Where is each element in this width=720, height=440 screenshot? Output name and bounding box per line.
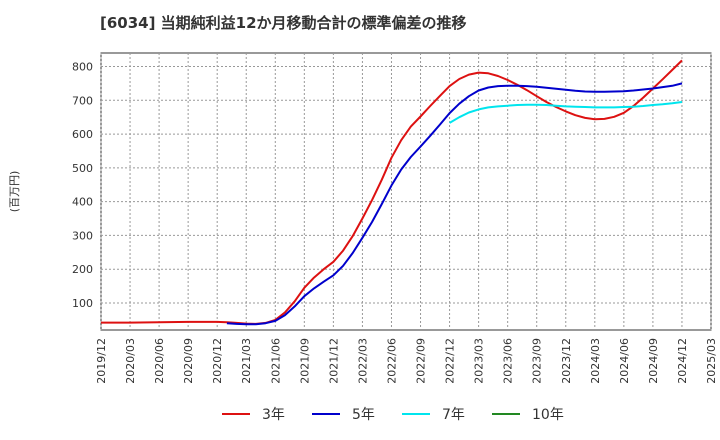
plot-area [100, 52, 712, 331]
y-axis-label: (百万円) [8, 171, 21, 213]
x-tick-label: 2020/09 [182, 338, 195, 384]
y-tick-label: 600 [72, 128, 93, 141]
x-tick-label: 2021/06 [269, 338, 282, 384]
x-tick-label: 2025/03 [705, 338, 718, 384]
x-tick-label: 2022/03 [356, 338, 369, 384]
grid-lines [100, 53, 712, 330]
x-tick-label: 2023/03 [473, 338, 486, 384]
x-tick-label: 2020/12 [211, 338, 224, 384]
y-tick-label: 700 [72, 94, 93, 107]
legend: 3年 5年 7年 10年 [222, 407, 564, 423]
legend-label-10年: 10年 [532, 407, 564, 423]
x-tick-label: 2021/12 [327, 338, 340, 384]
series-line-7年 [449, 101, 683, 124]
x-tick-label: 2021/03 [240, 338, 253, 384]
y-tick-label: 300 [72, 229, 93, 242]
legend-label-3年: 3年 [262, 407, 285, 423]
series-lines [101, 59, 683, 326]
x-tick-label: 2024/09 [647, 338, 660, 384]
legend-label-5年: 5年 [352, 407, 375, 423]
y-tick-label: 100 [72, 297, 93, 310]
x-tick-label: 2024/12 [676, 338, 689, 384]
series-line-5年 [226, 82, 683, 326]
x-tick-label: 2020/03 [124, 338, 137, 384]
x-tick-label: 2024/06 [618, 338, 631, 384]
y-tick-label: 200 [72, 263, 93, 276]
x-tick-label: 2023/09 [531, 338, 544, 384]
legend-label-7年: 7年 [442, 407, 465, 423]
chart-title: [6034] 当期純利益12か月移動合計の標準偏差の推移 [100, 14, 467, 32]
x-tick-label: 2021/09 [298, 338, 311, 384]
x-tick-label: 2019/12 [95, 338, 108, 384]
x-tick-label: 2020/06 [153, 338, 166, 384]
x-tick-label: 2022/12 [444, 338, 457, 384]
y-tick-label: 500 [72, 162, 93, 175]
x-tick-label: 2024/03 [589, 338, 602, 384]
x-tick-label: 2023/12 [560, 338, 573, 384]
y-tick-label: 800 [72, 61, 93, 74]
x-tick-label: 2022/06 [385, 338, 398, 384]
x-tick-label: 2022/09 [415, 338, 428, 384]
y-tick-label: 400 [72, 196, 93, 209]
x-axis: 2019/12 2020/03 2020/06 2020/09 2020/12 2021/… [95, 338, 718, 384]
y-axis: 100 200 300 400 500 600 700 800 [72, 61, 93, 310]
x-tick-label: 2023/06 [502, 338, 515, 384]
